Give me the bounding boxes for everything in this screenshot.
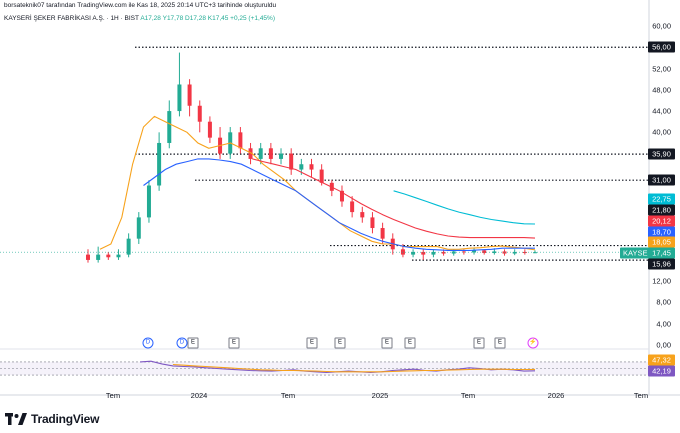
price-level-label: 31,00 — [648, 174, 675, 186]
ma-xlong-line — [393, 190, 536, 225]
earnings-marker[interactable]: E — [381, 337, 393, 349]
earnings-marker[interactable]: E — [187, 337, 199, 349]
candle-body — [421, 251, 426, 255]
candle-body — [248, 148, 253, 159]
candle-body — [207, 121, 212, 138]
price-tick-label: 0,00 — [656, 340, 671, 350]
candle-body — [411, 251, 416, 255]
candle-body — [472, 250, 477, 253]
candle-body — [238, 132, 243, 149]
earnings-marker[interactable]: E — [334, 337, 346, 349]
price-level-label: 35,90 — [648, 148, 675, 160]
candle-body — [106, 254, 111, 258]
price-tick-label: 44,00 — [652, 106, 671, 116]
candle-body — [492, 251, 497, 254]
candle-body — [197, 105, 202, 122]
candle-body — [289, 153, 294, 170]
candle-body — [533, 252, 537, 254]
price-level-label: 18,05 — [648, 236, 675, 248]
brand-name: TradingView — [31, 412, 100, 426]
time-tick-label: Tem — [280, 391, 296, 400]
price-level-label: 56,00 — [648, 41, 675, 53]
rsi-ma-line — [172, 363, 536, 373]
ma-mid-line — [143, 158, 535, 251]
earnings-marker[interactable]: E — [494, 337, 506, 349]
time-tick-label: 2025 — [371, 391, 389, 400]
candle-body — [309, 164, 314, 170]
candle-body — [136, 217, 141, 239]
earnings-marker[interactable]: E — [228, 337, 240, 349]
candle-body — [86, 254, 90, 260]
candle-body — [482, 250, 487, 254]
candle-body — [126, 238, 131, 255]
candle-body — [177, 84, 182, 112]
candle-body — [258, 148, 263, 159]
candle-body — [441, 251, 446, 254]
time-tick-label: Tem — [633, 391, 649, 400]
time-tick-label: Tem — [460, 391, 476, 400]
earnings-marker[interactable]: E — [306, 337, 318, 349]
price-tick-label: 40,00 — [652, 127, 671, 137]
time-tick-label: 2026 — [547, 391, 565, 400]
dividend-marker[interactable]: D — [142, 337, 154, 349]
price-level-label: 21,80 — [648, 204, 675, 216]
price-level-label: 18,70 — [648, 226, 675, 238]
ohlc-values: A17,28 Y17,78 D17,28 K17,45 +0,25 (+1,45… — [140, 15, 275, 22]
dividend-marker[interactable]: D — [176, 337, 188, 349]
tradingview-logo: TradingView — [5, 411, 99, 427]
price-tick-label: 12,00 — [652, 276, 671, 286]
candle-body — [116, 254, 121, 258]
candle-body — [319, 169, 324, 183]
candle-body — [279, 153, 284, 159]
price-level-label: 15,96 — [648, 258, 675, 270]
last-price-label: 17,45 — [648, 247, 675, 259]
earnings-marker[interactable]: E — [473, 337, 485, 349]
time-tick-label: Tem — [105, 391, 121, 400]
candle-body — [96, 254, 101, 260]
time-tick-label: 2024 — [190, 391, 208, 400]
split-marker[interactable]: ⚡ — [527, 337, 539, 349]
candle-body — [360, 212, 365, 218]
candle-body — [299, 164, 304, 170]
price-tick-label: 60,00 — [652, 21, 671, 31]
candle-body — [167, 111, 172, 143]
candle-body — [512, 251, 517, 254]
candle-body — [370, 217, 375, 229]
rsi-value-label: 42,19 — [648, 365, 675, 377]
candle-body — [339, 190, 344, 202]
candle-body — [268, 148, 273, 159]
rsi-value-label: 47,32 — [648, 354, 675, 366]
price-level-label: 20,12 — [648, 215, 675, 227]
symbol-price-label: KAYSE — [620, 247, 651, 259]
candle-body — [187, 84, 192, 106]
symbol-title: KAYSERİ ŞEKER FABRİKASI A.Ş. · 1H · BIST — [4, 15, 139, 22]
candle-body — [146, 185, 151, 218]
ma-long-line — [252, 158, 536, 239]
candle-body — [431, 251, 436, 255]
price-tick-label: 8,00 — [656, 297, 671, 307]
candle-body — [522, 251, 527, 254]
candle-body — [350, 201, 355, 213]
price-tick-label: 48,00 — [652, 85, 671, 95]
candle-body — [461, 251, 466, 253]
symbol-legend[interactable]: KAYSERİ ŞEKER FABRİKASI A.Ş. · 1H · BIST… — [4, 15, 275, 22]
price-axis[interactable]: 60,00 52,00 48,00 44,00 40,00 12,00 8,00 4,00 0,… — [648, 0, 680, 395]
price-tick-label: 52,00 — [652, 64, 671, 74]
earnings-marker[interactable]: E — [404, 337, 416, 349]
ma-short-line — [99, 115, 536, 251]
candle-body — [380, 228, 385, 239]
price-level-label: 22,75 — [648, 193, 675, 205]
price-tick-label: 4,00 — [656, 319, 671, 329]
candle-body — [157, 142, 162, 186]
chart-credit: borsateknik07 tarafından TradingView.com… — [4, 2, 277, 9]
tradingview-logo-icon — [5, 413, 27, 425]
